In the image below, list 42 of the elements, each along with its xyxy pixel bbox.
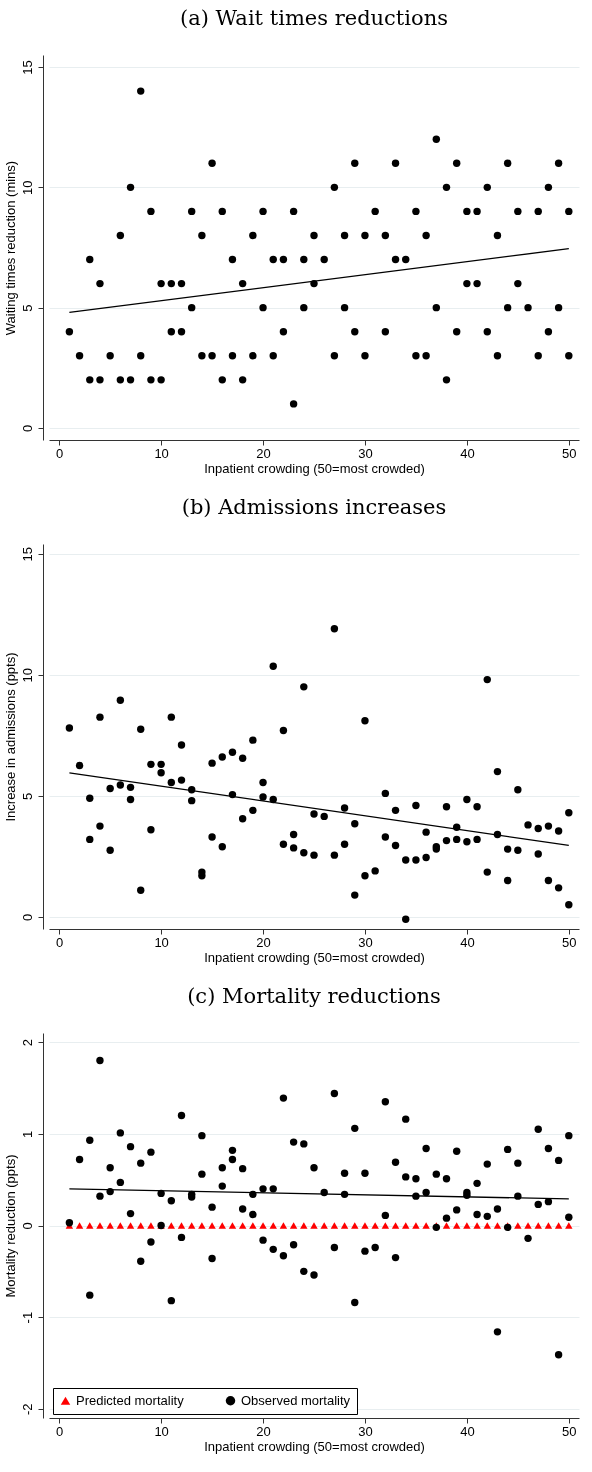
y-axis-title: Mortality reduction (ppts) bbox=[2, 1154, 18, 1298]
y-tick-label: 0 bbox=[19, 1222, 35, 1230]
x-tick-label: 0 bbox=[56, 1423, 64, 1439]
x-tick-label: 50 bbox=[562, 445, 577, 461]
chart-title: (a) Wait times reductions bbox=[180, 6, 448, 30]
y-tick-label: 2 bbox=[19, 1039, 35, 1047]
y-tick-label: 5 bbox=[19, 304, 35, 312]
x-axis-title: Inpatient crowding (50=most crowded) bbox=[204, 460, 425, 476]
x-tick-label: 50 bbox=[562, 934, 577, 950]
x-tick-label: 40 bbox=[460, 445, 475, 461]
y-tick-label: 10 bbox=[19, 668, 35, 683]
x-axis-title: Inpatient crowding (50=most crowded) bbox=[204, 949, 425, 965]
legend-label: Predicted mortality bbox=[76, 1392, 185, 1408]
x-tick-label: 0 bbox=[56, 934, 64, 950]
x-tick-label: 40 bbox=[460, 1423, 475, 1439]
y-tick-label: 10 bbox=[19, 180, 35, 196]
y-tick-label: 5 bbox=[19, 792, 35, 800]
x-tick-label: 10 bbox=[154, 1423, 169, 1439]
x-tick-label: 20 bbox=[256, 445, 271, 461]
y-axis-title: Waiting times reduction (mins) bbox=[2, 160, 18, 336]
y-tick-label: 15 bbox=[19, 546, 35, 562]
y-tick-label: -2 bbox=[19, 1403, 35, 1416]
x-tick-label: 40 bbox=[460, 934, 475, 950]
x-tick-label: 20 bbox=[256, 1423, 271, 1439]
x-tick-label: 30 bbox=[358, 445, 373, 461]
x-tick-label: 0 bbox=[56, 445, 64, 461]
chart-title: (b) Admissions increases bbox=[181, 495, 447, 519]
legend-label: Observed mortality bbox=[241, 1392, 351, 1408]
y-axis-title: Increase in admissions (ppts) bbox=[2, 652, 18, 822]
x-tick-label: 10 bbox=[154, 934, 169, 950]
x-tick-label: 30 bbox=[358, 1423, 373, 1439]
x-tick-label: 20 bbox=[256, 934, 271, 950]
chart-title: (c) Mortality reductions bbox=[187, 984, 441, 1008]
y-tick-label: -1 bbox=[19, 1311, 35, 1324]
y-tick-label: 0 bbox=[19, 913, 35, 922]
y-tick-label: 15 bbox=[19, 60, 35, 75]
x-tick-label: 50 bbox=[562, 1423, 577, 1439]
x-tick-label: 10 bbox=[154, 445, 169, 461]
x-tick-label: 30 bbox=[358, 934, 373, 950]
x-axis-title: Inpatient crowding (50=most crowded) bbox=[204, 1438, 425, 1454]
y-tick-label: 0 bbox=[19, 424, 35, 433]
y-tick-label: 1 bbox=[19, 1130, 35, 1138]
